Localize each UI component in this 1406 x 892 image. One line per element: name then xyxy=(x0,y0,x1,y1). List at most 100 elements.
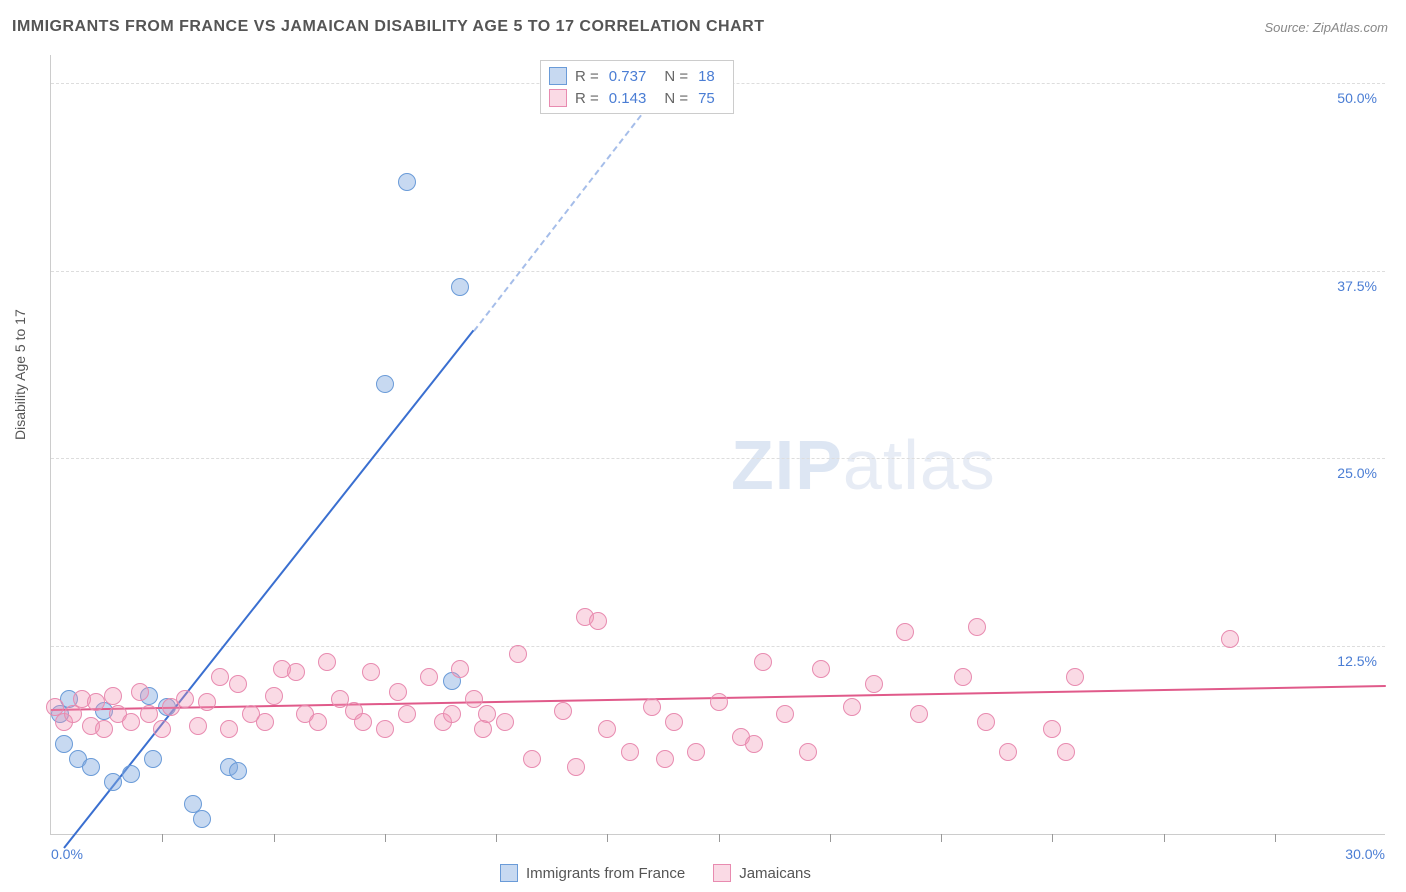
data-point xyxy=(309,713,327,731)
data-point xyxy=(1057,743,1075,761)
data-point xyxy=(220,720,238,738)
legend-row: R = 0.143 N = 75 xyxy=(549,87,725,109)
source-attribution: Source: ZipAtlas.com xyxy=(1264,20,1388,35)
data-point xyxy=(122,765,140,783)
chart-title: IMMIGRANTS FROM FRANCE VS JAMAICAN DISAB… xyxy=(12,18,765,36)
data-point xyxy=(362,663,380,681)
data-point xyxy=(211,668,229,686)
data-point xyxy=(665,713,683,731)
x-tick xyxy=(385,834,386,842)
data-point xyxy=(451,660,469,678)
y-tick-label: 12.5% xyxy=(1337,653,1377,669)
legend-swatch xyxy=(549,89,567,107)
data-point xyxy=(229,762,247,780)
legend-r-value: 0.737 xyxy=(609,68,647,85)
data-point xyxy=(122,713,140,731)
data-point xyxy=(55,735,73,753)
legend-swatch xyxy=(500,864,518,882)
data-point xyxy=(554,702,572,720)
data-point xyxy=(318,653,336,671)
legend-n-value: 75 xyxy=(698,90,715,107)
legend-n-label: N = xyxy=(664,90,688,107)
data-point xyxy=(656,750,674,768)
data-point xyxy=(389,683,407,701)
x-max-label: 30.0% xyxy=(1345,846,1385,862)
watermark: ZIPatlas xyxy=(731,425,996,505)
x-tick xyxy=(1275,834,1276,842)
data-point xyxy=(104,773,122,791)
y-tick-label: 37.5% xyxy=(1337,278,1377,294)
legend-r-label: R = xyxy=(575,68,599,85)
data-point xyxy=(256,713,274,731)
data-point xyxy=(776,705,794,723)
data-point xyxy=(523,750,541,768)
gridline xyxy=(51,646,1385,647)
data-point xyxy=(140,705,158,723)
data-point xyxy=(643,698,661,716)
data-point xyxy=(153,720,171,738)
y-tick-label: 25.0% xyxy=(1337,465,1377,481)
data-point xyxy=(229,675,247,693)
y-tick-label: 50.0% xyxy=(1337,90,1377,106)
data-point xyxy=(465,690,483,708)
x-tick xyxy=(607,834,608,842)
data-point xyxy=(968,618,986,636)
x-tick xyxy=(719,834,720,842)
data-point xyxy=(865,675,883,693)
correlation-legend: R = 0.737 N = 18 R = 0.143 N = 75 xyxy=(540,60,734,114)
data-point xyxy=(509,645,527,663)
data-point xyxy=(710,693,728,711)
data-point xyxy=(398,705,416,723)
legend-label: Jamaicans xyxy=(739,865,811,882)
data-point xyxy=(398,173,416,191)
data-point xyxy=(478,705,496,723)
data-point xyxy=(954,668,972,686)
data-point xyxy=(1221,630,1239,648)
legend-n-value: 18 xyxy=(698,68,715,85)
legend-swatch xyxy=(549,67,567,85)
data-point xyxy=(999,743,1017,761)
data-point xyxy=(265,687,283,705)
data-point xyxy=(598,720,616,738)
data-point xyxy=(496,713,514,731)
x-tick xyxy=(1164,834,1165,842)
data-point xyxy=(95,720,113,738)
data-point xyxy=(420,668,438,686)
data-point xyxy=(131,683,149,701)
gridline xyxy=(51,271,1385,272)
legend-item: Immigrants from France xyxy=(500,864,685,882)
data-point xyxy=(82,758,100,776)
data-point xyxy=(799,743,817,761)
series-legend: Immigrants from France Jamaicans xyxy=(500,864,811,882)
data-point xyxy=(621,743,639,761)
data-point xyxy=(687,743,705,761)
data-point xyxy=(451,278,469,296)
legend-r-label: R = xyxy=(575,90,599,107)
x-tick xyxy=(496,834,497,842)
legend-row: R = 0.737 N = 18 xyxy=(549,65,725,87)
legend-n-label: N = xyxy=(664,68,688,85)
data-point xyxy=(87,693,105,711)
legend-item: Jamaicans xyxy=(713,864,811,882)
scatter-plot: ZIPatlas 12.5%25.0%37.5%50.0%0.0%30.0% xyxy=(50,55,1385,835)
data-point xyxy=(896,623,914,641)
data-point xyxy=(376,375,394,393)
data-point xyxy=(843,698,861,716)
legend-r-value: 0.143 xyxy=(609,90,647,107)
data-point xyxy=(812,660,830,678)
x-tick xyxy=(830,834,831,842)
data-point xyxy=(193,810,211,828)
data-point xyxy=(354,713,372,731)
data-point xyxy=(567,758,585,776)
gridline xyxy=(51,458,1385,459)
x-tick xyxy=(162,834,163,842)
x-min-label: 0.0% xyxy=(51,846,83,862)
data-point xyxy=(198,693,216,711)
data-point xyxy=(977,713,995,731)
data-point xyxy=(589,612,607,630)
legend-label: Immigrants from France xyxy=(526,865,685,882)
data-point xyxy=(189,717,207,735)
data-point xyxy=(104,687,122,705)
data-point xyxy=(443,705,461,723)
data-point xyxy=(376,720,394,738)
